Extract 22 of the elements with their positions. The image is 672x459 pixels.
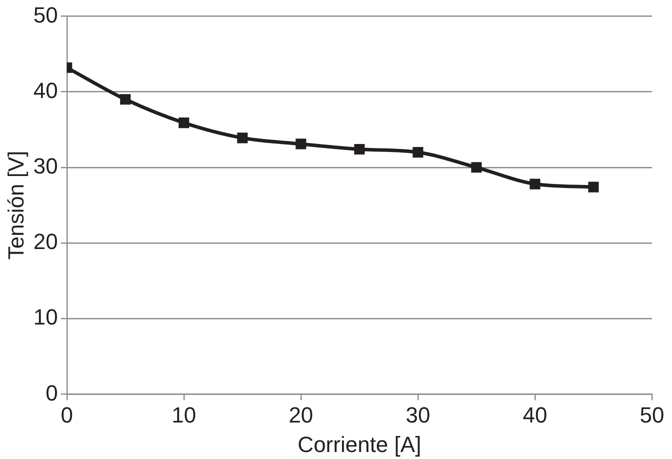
point [412, 146, 424, 158]
y-tick-label: 10 [33, 304, 58, 330]
y-tick-label: 20 [33, 229, 58, 254]
x-axis-title: Corriente [A] [298, 432, 422, 457]
x-tick-label: 10 [172, 402, 196, 428]
point [237, 132, 248, 144]
point [178, 118, 190, 128]
point [588, 182, 599, 192]
x-tick-label: 40 [522, 402, 548, 428]
y-tick-label: 30 [33, 153, 58, 178]
y-tick-label: 0 [46, 380, 58, 406]
x-tick-label: 50 [640, 402, 664, 428]
y-tick-label: 50 [33, 2, 58, 28]
y-axis-title: Tensión [V] [3, 150, 28, 260]
point [354, 144, 365, 155]
x-tick-label: 30 [406, 402, 430, 428]
point [120, 94, 131, 105]
y-tick-label: 40 [33, 78, 58, 103]
point [471, 162, 482, 173]
x-tick-label: 20 [288, 402, 314, 428]
point [296, 138, 306, 150]
point [530, 178, 540, 190]
